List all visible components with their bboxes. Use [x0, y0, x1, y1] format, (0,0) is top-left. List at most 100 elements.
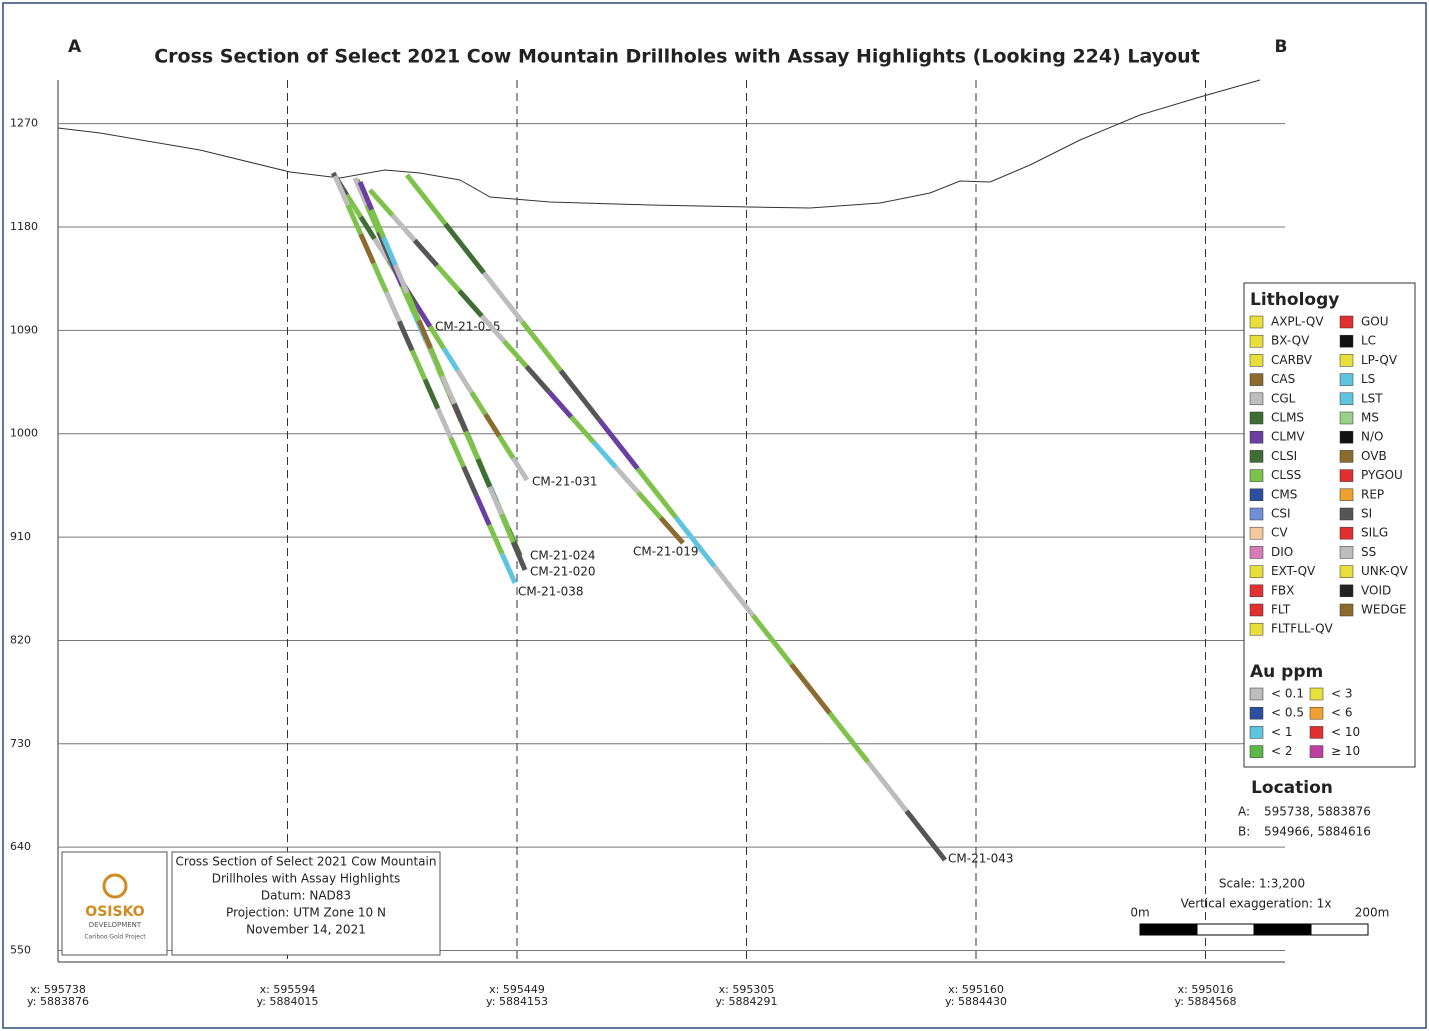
- hole-segment: [469, 390, 488, 416]
- legend-swatch: [1249, 430, 1264, 444]
- scale-bar: [1310, 923, 1369, 936]
- hole-segment: [463, 430, 481, 461]
- legend-label: FLTFLL-QV: [1271, 622, 1334, 636]
- hole-segment: [520, 320, 563, 373]
- legend-label: REP: [1361, 487, 1384, 501]
- hole-segment: [827, 711, 871, 764]
- hole-segment: [332, 174, 351, 207]
- hole-segment: [428, 347, 445, 377]
- hole-segment: [499, 513, 516, 544]
- legend-label: SILG: [1361, 526, 1388, 540]
- legend-label: SI: [1361, 507, 1372, 521]
- hole-segment: [368, 188, 395, 217]
- hole-label: CM-21-020: [530, 565, 596, 579]
- terrain: [57, 79, 1261, 209]
- legend-swatch: [1249, 565, 1264, 578]
- legend-swatch: [1339, 315, 1354, 329]
- station-x: x: 595016: [1178, 983, 1234, 996]
- legend-swatch: [1249, 507, 1264, 521]
- legend-swatch: [1249, 469, 1264, 482]
- legend-swatch: [1249, 315, 1264, 329]
- legend-label: < 0.1: [1271, 687, 1304, 701]
- hole-segment: [451, 402, 469, 433]
- hole-segment: [358, 215, 377, 241]
- legend-swatch: [1249, 745, 1264, 758]
- legend-label: LC: [1361, 334, 1376, 348]
- hole-segment: [614, 465, 641, 495]
- y-tick-label: 550: [10, 944, 31, 957]
- hole-segment: [457, 289, 484, 318]
- logo-box: [61, 851, 168, 956]
- legend-swatch: [1249, 687, 1264, 701]
- corner-label: A: [68, 37, 82, 57]
- hole-segment: [597, 418, 640, 471]
- info-line: Datum: NAD83: [261, 889, 351, 903]
- hole-label: CM-21-035: [435, 320, 501, 334]
- hole-segment: [448, 436, 466, 468]
- legend-label: < 6: [1331, 706, 1353, 720]
- hole-segment: [372, 237, 391, 263]
- station-y: y: 5884153: [486, 995, 548, 1008]
- legend-swatch: [1339, 450, 1354, 463]
- legend-label: OVB: [1361, 449, 1387, 463]
- y-tick-label: 1270: [10, 117, 38, 130]
- legend-label: SS: [1361, 545, 1376, 559]
- scale-bar: [1139, 923, 1198, 936]
- legend-swatch: [1249, 726, 1264, 739]
- legend-swatch: [1339, 584, 1354, 598]
- hole-segment: [474, 494, 492, 526]
- legend-swatch: [1249, 603, 1264, 617]
- hole-segment: [750, 613, 794, 666]
- legend-swatch: [1339, 469, 1354, 482]
- hole-segment: [511, 456, 530, 482]
- legend-label: MS: [1361, 411, 1379, 425]
- scale-bar: [1196, 923, 1255, 936]
- hole-segment: [414, 303, 433, 328]
- hole-segment: [440, 375, 457, 405]
- hole-segment: [591, 440, 618, 470]
- hole-segment: [435, 263, 462, 293]
- hole-segment: [371, 262, 389, 294]
- hole-segment: [405, 173, 448, 226]
- location-title: Location: [1251, 778, 1333, 798]
- y-tick-label: 730: [10, 737, 31, 750]
- hole-segment: [481, 271, 525, 324]
- legend-swatch: [1249, 546, 1264, 559]
- legend-label: PYGOU: [1361, 468, 1403, 482]
- title: Cross Section of Select 2021 Cow Mountai…: [154, 46, 1200, 68]
- hole-label: CM-21-043: [948, 852, 1014, 866]
- hole-segment: [384, 291, 402, 323]
- corner-label: B: [1275, 37, 1288, 57]
- station-y: y: 5884291: [716, 995, 778, 1008]
- station-y: y: 5884015: [257, 995, 319, 1008]
- legend-label: VOID: [1361, 583, 1391, 597]
- station-x: x: 595305: [719, 983, 775, 996]
- legend-label: N/O: [1361, 430, 1383, 444]
- hole-segment: [364, 203, 381, 234]
- legend-swatch: [1339, 565, 1354, 578]
- hole-segment: [344, 193, 363, 219]
- location-value: 595738, 5883876: [1264, 805, 1371, 819]
- info-lines: Cross Section of Select 2021 Cow Mountai…: [176, 855, 437, 937]
- legend-label: EXT-QV: [1271, 564, 1316, 578]
- hole-segment: [789, 662, 832, 715]
- scale-ratio: Scale: 1:3,200: [1219, 877, 1305, 891]
- station-y: y: 5883876: [27, 995, 89, 1008]
- hole-segment: [461, 465, 479, 497]
- legend-label: LS: [1361, 372, 1375, 386]
- legend-label: CSI: [1271, 507, 1291, 521]
- hole-segment: [416, 319, 434, 350]
- location-value: 594966, 5884616: [1264, 825, 1371, 839]
- legend-swatch: [1249, 584, 1264, 598]
- legend-swatch: [1249, 622, 1264, 636]
- hole-segment: [390, 213, 417, 243]
- legend-label: DIO: [1271, 545, 1293, 559]
- legend-label: AXPL-QV: [1271, 315, 1324, 329]
- y-tick-label: 640: [10, 840, 31, 853]
- station-x: x: 595594: [260, 983, 316, 996]
- hole-segment: [441, 347, 460, 372]
- hole-segment: [712, 564, 755, 617]
- legend-label: BX-QV: [1271, 334, 1310, 348]
- hole-segment: [352, 176, 370, 207]
